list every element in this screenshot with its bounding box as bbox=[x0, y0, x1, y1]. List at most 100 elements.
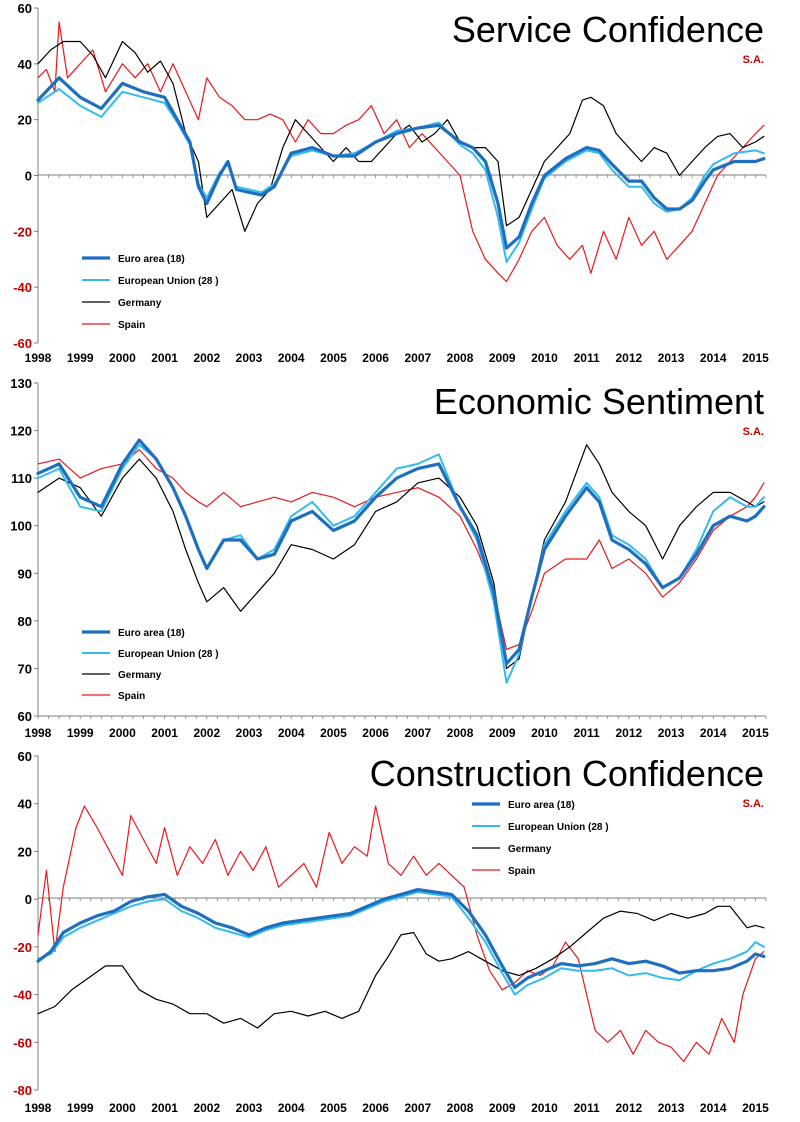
y-tick-label: 20 bbox=[18, 844, 32, 859]
legend-label: Spain bbox=[118, 691, 145, 702]
x-tick-label: 2007 bbox=[404, 1101, 431, 1115]
x-tick-label: 2012 bbox=[615, 1101, 642, 1115]
legend-label: Germany bbox=[508, 844, 552, 855]
chart-1: 60 70 80 90 100 110 120 130 1998 1999 2000 2001 2002… bbox=[10, 376, 769, 740]
chart-subtitle: S.A. bbox=[743, 54, 764, 66]
y-tick-label: 0 bbox=[25, 892, 32, 907]
y-tick-label: -20 bbox=[13, 224, 32, 239]
y-tick-label: 100 bbox=[10, 519, 32, 534]
x-tick-label: 1998 bbox=[25, 726, 52, 740]
x-tick-label: 2002 bbox=[193, 726, 220, 740]
y-tick-label: 60 bbox=[18, 749, 32, 764]
legend-label: European Union (28 ) bbox=[118, 276, 219, 287]
x-tick-label: 2013 bbox=[658, 1101, 685, 1115]
x-tick-label: 2004 bbox=[278, 726, 305, 740]
x-tick-label: 2002 bbox=[193, 351, 220, 365]
y-tick-label: 0 bbox=[25, 169, 32, 184]
x-tick-label: 1999 bbox=[67, 351, 94, 365]
x-tick-label: 2014 bbox=[700, 351, 727, 365]
chart-title: Construction Confidence bbox=[370, 753, 764, 794]
x-tick-label: 2000 bbox=[109, 1101, 136, 1115]
x-tick-label: 2011 bbox=[574, 351, 600, 365]
series-line-spain bbox=[37, 449, 765, 651]
x-tick-label: 2006 bbox=[362, 1101, 389, 1115]
y-tick-label: -40 bbox=[13, 988, 32, 1003]
y-tick-label: -20 bbox=[13, 940, 32, 955]
series-line-european-union-28 bbox=[37, 891, 765, 996]
x-tick-label: 2005 bbox=[320, 726, 347, 740]
series-line-european-union-28 bbox=[37, 443, 765, 684]
legend-label: Euro area (18) bbox=[118, 628, 185, 639]
legend-label: European Union (28 ) bbox=[118, 649, 219, 660]
series-line-spain bbox=[37, 805, 765, 1063]
x-tick-label: 2008 bbox=[447, 1101, 474, 1115]
y-tick-label: -60 bbox=[13, 1035, 32, 1050]
legend-label: Germany bbox=[118, 670, 162, 681]
x-tick-label: 2002 bbox=[193, 1101, 220, 1115]
x-tick-label: 2011 bbox=[574, 1101, 600, 1115]
legend-label: European Union (28 ) bbox=[508, 822, 609, 833]
x-tick-label: 2009 bbox=[489, 726, 516, 740]
legend-label: Germany bbox=[118, 298, 162, 309]
chart-subtitle: S.A. bbox=[743, 426, 764, 438]
series-line-germany bbox=[37, 905, 765, 1029]
y-tick-label: 120 bbox=[10, 424, 32, 439]
x-tick-label: 2000 bbox=[109, 726, 136, 740]
x-tick-label: 2004 bbox=[278, 1101, 305, 1115]
y-tick-label: 60 bbox=[18, 709, 32, 724]
y-tick-label: 60 bbox=[18, 1, 32, 16]
x-tick-label: 2015 bbox=[742, 1101, 769, 1115]
series-line-germany bbox=[37, 40, 765, 232]
x-tick-label: 1999 bbox=[67, 1101, 94, 1115]
x-tick-label: 2015 bbox=[742, 726, 769, 740]
chart-subtitle: S.A. bbox=[743, 798, 764, 810]
x-tick-label: 2001 bbox=[151, 1101, 178, 1115]
chart-2: -80 -60 -40 -20 0 20 40 60 1998 1999 2000 2001 2002 2… bbox=[13, 749, 769, 1115]
chart-title: Economic Sentiment bbox=[434, 381, 764, 422]
legend-label: Euro area (18) bbox=[118, 254, 185, 265]
x-tick-label: 2007 bbox=[404, 351, 431, 365]
x-tick-label: 2008 bbox=[447, 726, 474, 740]
x-tick-label: 2004 bbox=[278, 351, 305, 365]
x-tick-label: 2006 bbox=[362, 726, 389, 740]
x-tick-label: 2007 bbox=[404, 726, 431, 740]
x-tick-label: 2010 bbox=[531, 726, 558, 740]
x-tick-label: 1998 bbox=[25, 1101, 52, 1115]
y-tick-label: 90 bbox=[18, 566, 32, 581]
x-tick-label: 2011 bbox=[574, 726, 600, 740]
x-tick-label: 2013 bbox=[658, 726, 685, 740]
x-tick-label: 2003 bbox=[236, 351, 263, 365]
x-tick-label: 2001 bbox=[151, 351, 178, 365]
x-tick-label: 2015 bbox=[742, 351, 769, 365]
y-tick-label: 70 bbox=[18, 661, 32, 676]
x-tick-label: 2010 bbox=[531, 1101, 558, 1115]
y-tick-label: 80 bbox=[18, 614, 32, 629]
series-line-euro-area-18 bbox=[36, 76, 766, 250]
x-tick-label: 2006 bbox=[362, 351, 389, 365]
x-tick-label: 2008 bbox=[447, 351, 474, 365]
x-tick-label: 2013 bbox=[658, 351, 685, 365]
y-tick-label: 40 bbox=[18, 57, 32, 72]
x-tick-label: 2014 bbox=[700, 1101, 727, 1115]
series-line-euro-area-18 bbox=[36, 887, 766, 990]
series-line-euro-area-18 bbox=[36, 438, 766, 666]
legend-label: Euro area (18) bbox=[508, 800, 575, 811]
x-tick-label: 2009 bbox=[489, 351, 516, 365]
series-line-germany bbox=[37, 444, 765, 670]
series-line-spain bbox=[37, 21, 765, 283]
y-tick-label: 110 bbox=[11, 471, 32, 486]
x-tick-label: 2005 bbox=[320, 351, 347, 365]
x-tick-label: 2005 bbox=[320, 1101, 347, 1115]
x-tick-label: 2012 bbox=[615, 726, 642, 740]
y-tick-label: -60 bbox=[13, 336, 32, 351]
x-tick-label: 2012 bbox=[615, 351, 642, 365]
x-tick-label: 2003 bbox=[236, 726, 263, 740]
legend-label: Spain bbox=[118, 320, 145, 331]
x-tick-label: 1999 bbox=[67, 726, 94, 740]
x-tick-label: 1998 bbox=[25, 351, 52, 365]
y-tick-label: 130 bbox=[10, 376, 32, 391]
y-tick-label: 20 bbox=[18, 113, 32, 128]
x-tick-label: 2001 bbox=[151, 726, 178, 740]
x-tick-label: 2009 bbox=[489, 1101, 516, 1115]
